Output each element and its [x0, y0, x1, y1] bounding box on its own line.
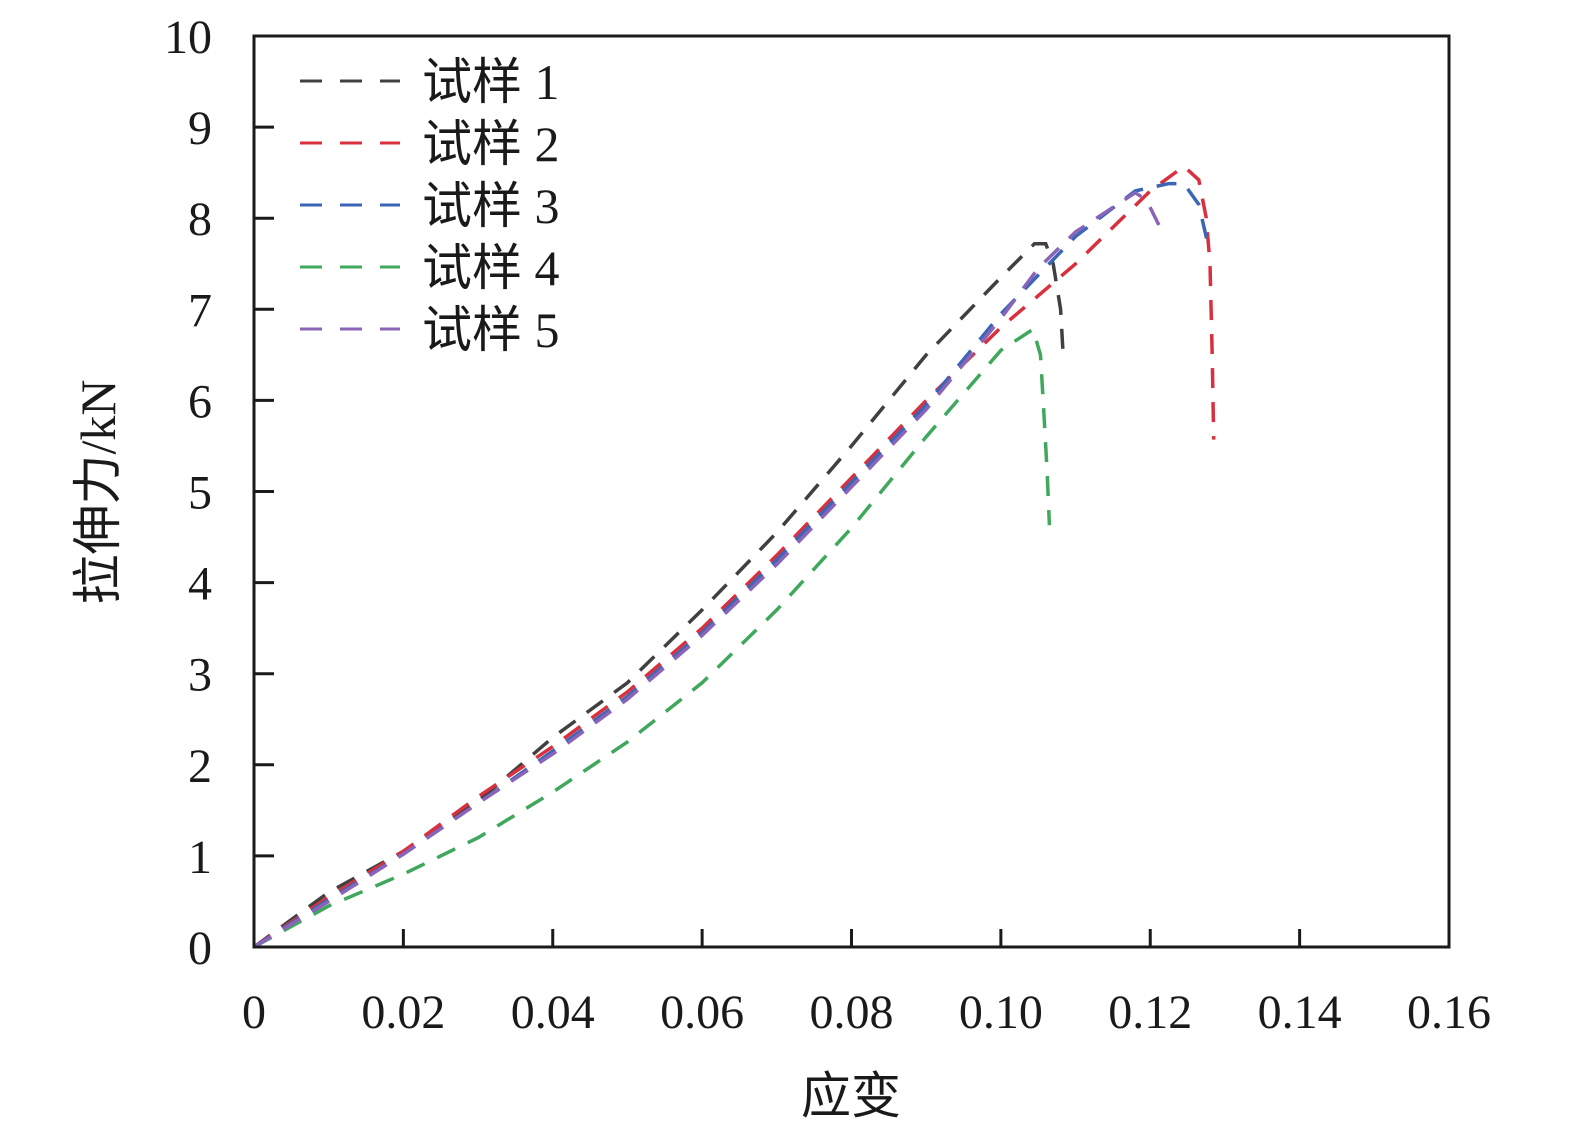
series-line-5 — [253, 190, 1162, 949]
legend-label-4: 试样 4 — [422, 240, 560, 296]
x-tick-label: 0.14 — [1258, 986, 1342, 1039]
y-axis: 0 1 2 3 4 5 6 7 8 9 10 — [164, 11, 274, 975]
y-tick-label: 4 — [188, 558, 212, 611]
series-layer — [252, 164, 1216, 949]
y-tick-label: 10 — [164, 11, 212, 64]
legend-label-5: 试样 5 — [422, 302, 560, 358]
y-tick-label: 1 — [188, 831, 212, 884]
plot-frame — [252, 34, 1451, 949]
series-line-1 — [252, 241, 1065, 949]
y-tick-label: 7 — [188, 284, 212, 337]
legend: 试样 1 试样 2 试样 3 试样 4 试样 5 — [300, 54, 560, 358]
y-tick-label: 2 — [188, 740, 212, 793]
x-tick-label: 0.06 — [660, 986, 744, 1039]
x-tick-label: 0.12 — [1108, 986, 1192, 1039]
x-axis: 0 0.02 0.04 0.06 0.08 0.10 0.12 0.14 0.16 — [242, 929, 1491, 1039]
y-tick-label: 0 — [188, 922, 212, 975]
series-line-3 — [253, 181, 1210, 949]
y-tick-label: 9 — [188, 102, 212, 155]
y-tick-label: 8 — [188, 193, 212, 246]
y-tick-label: 6 — [188, 375, 212, 428]
series-line-4 — [253, 326, 1052, 949]
y-tick-label: 3 — [188, 649, 212, 702]
legend-label-2: 试样 2 — [422, 116, 560, 172]
series-line-2 — [253, 164, 1216, 949]
legend-label-3: 试样 3 — [422, 178, 560, 234]
x-tick-label: 0.08 — [810, 986, 894, 1039]
x-tick-label: 0.02 — [361, 986, 445, 1039]
x-tick-label: 0 — [242, 986, 266, 1039]
x-tick-label: 0.10 — [959, 986, 1043, 1039]
x-axis-label: 应变 — [801, 1068, 901, 1124]
x-tick-label: 0.04 — [511, 986, 595, 1039]
x-tick-label: 0.16 — [1407, 986, 1491, 1039]
legend-label-1: 试样 1 — [422, 54, 560, 110]
y-tick-label: 5 — [188, 467, 212, 520]
y-axis-label: 拉伸力/kN — [70, 380, 126, 605]
